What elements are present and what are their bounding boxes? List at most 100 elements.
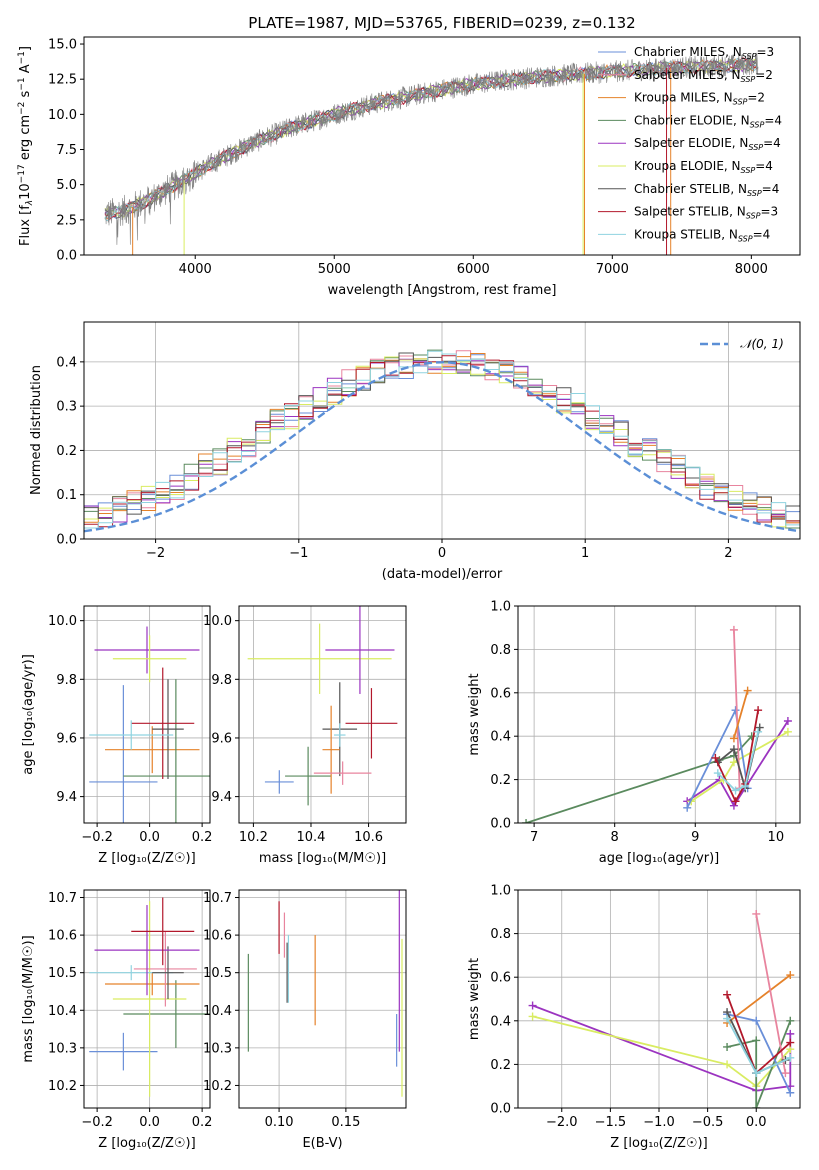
panel-mass-vs-Z: −0.2 0.0 0.2 10.2 10.3 10.4 10.5 10.6 10.7 Z [log… bbox=[21, 889, 212, 1151]
x-tick-label: 9 bbox=[691, 830, 699, 845]
legend-label: Chabrier MILES, N bbox=[634, 45, 742, 59]
y-tick-label: 2.5 bbox=[56, 213, 77, 228]
y-tick-label: 9.8 bbox=[211, 673, 232, 688]
x-tick-label: 5000 bbox=[318, 262, 351, 277]
weight-marker bbox=[781, 1069, 790, 1078]
weight-marker bbox=[786, 971, 795, 980]
y-label-part: λ bbox=[25, 200, 35, 206]
weight-marker bbox=[786, 1088, 795, 1097]
weight-marker bbox=[713, 769, 722, 778]
legend-entry: Chabrier ELODIE, NSSP=4 bbox=[634, 113, 782, 129]
weight-line-kroupa-miles bbox=[726, 974, 791, 1024]
legend-label: Chabrier STELIB, N bbox=[634, 182, 747, 196]
panel-spectrum: 4000 5000 6000 7000 8000 0.0 2.5 5.0 7.5 10.0 12.5… bbox=[17, 36, 801, 298]
weight-marker bbox=[711, 753, 720, 762]
y-tick-label: 0.8 bbox=[490, 643, 511, 658]
weight-marker bbox=[752, 909, 761, 918]
y-tick-label: 1.0 bbox=[490, 884, 511, 899]
y-tick-label: 10.2 bbox=[48, 1079, 77, 1094]
y-tick-label: 0.0 bbox=[490, 817, 511, 832]
axes-frame bbox=[517, 605, 801, 824]
legend-suffix: =4 bbox=[764, 113, 782, 127]
y-tick-label: 0.3 bbox=[56, 400, 77, 415]
y-label-part: s bbox=[18, 90, 33, 101]
axes-frame bbox=[238, 605, 407, 824]
plot-area-age-vs-mass bbox=[247, 606, 398, 806]
y-label-part: ] bbox=[18, 46, 33, 51]
weight-line-chabrier-elodie bbox=[525, 735, 753, 823]
x-tick-label: 4000 bbox=[179, 262, 212, 277]
legend-sub: SSP bbox=[738, 234, 753, 243]
x-tick-label: 10.2 bbox=[239, 830, 268, 845]
plot-area-weight-vs-age bbox=[522, 625, 792, 823]
weight-line-kroupa-elodie bbox=[690, 731, 789, 803]
panel-age-vs-mass: 10.2 10.4 10.6 9.4 9.6 9.8 10.0 mass [log₁₀(M/M… bbox=[203, 605, 407, 866]
x-tick-label: 8 bbox=[611, 830, 619, 845]
x-tick-label: −1.0 bbox=[643, 1115, 675, 1130]
weight-marker bbox=[723, 1060, 732, 1069]
y-tick-label: 10.4 bbox=[48, 1004, 77, 1019]
x-tick-label: −2.0 bbox=[546, 1115, 578, 1130]
y-tick-label: 0.4 bbox=[490, 1014, 511, 1029]
legend-suffix: =3 bbox=[756, 45, 774, 59]
x-tick-label: 6000 bbox=[457, 262, 490, 277]
legend-entry: Salpeter MILES, NSSP=2 bbox=[634, 68, 773, 84]
weight-marker bbox=[729, 734, 738, 743]
y-tick-label: 0.2 bbox=[490, 1058, 511, 1073]
legend-entry: Chabrier MILES, NSSP=3 bbox=[634, 45, 774, 61]
panel-mass-vs-EBV: 0.10 0.15 10.2 10.3 10.4 10.5 10.6 10.7 E(B-V) bbox=[203, 889, 407, 1151]
weight-line-salpeter-miles bbox=[733, 629, 741, 789]
legend-label: Kroupa STELIB, N bbox=[634, 227, 738, 241]
panel-age-vs-Z: −0.2 0.0 0.2 9.4 9.6 9.8 10.0 Z [log₁₀(Z/Z☉)] ag… bbox=[21, 605, 212, 866]
y-tick-label: 12.5 bbox=[48, 73, 77, 88]
y-tick-label: 10.3 bbox=[48, 1041, 77, 1056]
legend-suffix: =4 bbox=[763, 136, 781, 150]
legend-entry: Salpeter ELODIE, NSSP=4 bbox=[634, 136, 781, 152]
y-tick-label: 10.0 bbox=[48, 108, 77, 123]
x-tick-label: 2 bbox=[724, 546, 732, 561]
y-tick-label: 10.5 bbox=[203, 966, 232, 981]
y-tick-label: 9.6 bbox=[56, 731, 77, 746]
x-tick-label: −2 bbox=[146, 546, 165, 561]
weight-marker bbox=[786, 1053, 795, 1062]
x-tick-label: 0 bbox=[438, 546, 446, 561]
legend-sub: SSP bbox=[741, 166, 756, 175]
legend-entry: Kroupa MILES, NSSP=2 bbox=[634, 91, 765, 107]
y-label-part: 10 bbox=[18, 183, 33, 200]
weight-marker bbox=[743, 686, 752, 695]
plot-area-mass-vs-Z bbox=[89, 897, 210, 1097]
weight-marker bbox=[731, 786, 740, 795]
x-axis-label: Z [log₁₀(Z/Z☉)] bbox=[610, 1136, 707, 1151]
weight-marker bbox=[683, 803, 692, 812]
weight-marker bbox=[723, 1042, 732, 1051]
hist-kroupa-stelib bbox=[84, 350, 800, 529]
y-tick-label: 9.6 bbox=[211, 731, 232, 746]
y-tick-label: 0.2 bbox=[56, 444, 77, 459]
weight-marker bbox=[528, 1012, 537, 1021]
weight-marker bbox=[754, 727, 763, 736]
x-tick-label: 0.15 bbox=[331, 1115, 360, 1130]
y-tick-label: 0.1 bbox=[56, 488, 77, 503]
x-tick-label: 0.0 bbox=[139, 1115, 160, 1130]
axes-frame bbox=[517, 889, 801, 1109]
y-tick-label: 10.6 bbox=[48, 929, 77, 944]
y-tick-label: 9.8 bbox=[56, 673, 77, 688]
hist-salpeter-stelib bbox=[84, 355, 800, 528]
legend-label: Salpeter MILES, N bbox=[634, 68, 741, 82]
weight-line-kroupa-miles bbox=[733, 690, 749, 739]
y-tick-label: 10.5 bbox=[48, 966, 77, 981]
y-tick-label: 0.0 bbox=[56, 249, 77, 264]
axes-frame bbox=[83, 605, 211, 824]
x-tick-label: 1 bbox=[581, 546, 589, 561]
y-label-part: erg cm bbox=[18, 115, 33, 164]
y-axis-label: mass weight bbox=[467, 673, 482, 755]
x-axis-label: Z [log₁₀(Z/Z☉)] bbox=[98, 1136, 195, 1151]
weight-marker bbox=[754, 706, 763, 715]
weight-marker bbox=[731, 797, 740, 806]
x-tick-label: −0.5 bbox=[692, 1115, 724, 1130]
y-label-part: A bbox=[18, 64, 33, 77]
axes-frame bbox=[83, 889, 211, 1109]
normal-curve bbox=[84, 361, 800, 533]
weight-marker bbox=[752, 1069, 761, 1078]
